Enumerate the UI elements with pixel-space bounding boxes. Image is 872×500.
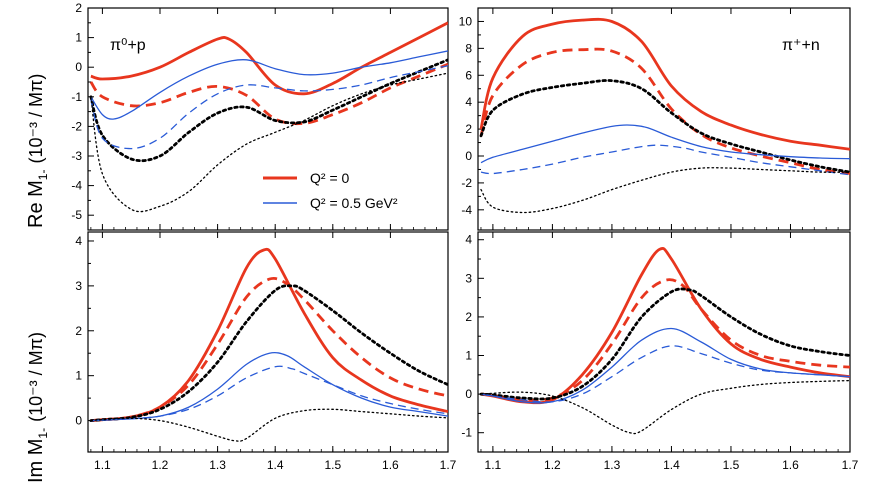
- series-im-pipn-2: [479, 287, 850, 401]
- y-tick-label: -2: [71, 119, 82, 133]
- y-tick-label: 10: [459, 14, 473, 28]
- y-tick-label: 2: [465, 310, 472, 324]
- series-re-pipn-2: [479, 79, 850, 174]
- row-label-re: Re M1-(10⁻³ / Mπ): [25, 74, 50, 228]
- legend-label-q0: Q² = 0: [310, 170, 350, 186]
- y-tick-label: -2: [461, 176, 472, 190]
- x-tick-label: 1.3: [209, 458, 226, 472]
- panel-re-pipn: -4 -2 0 2 4 6 8 10 π⁺+n: [459, 7, 851, 231]
- series-im-pipn-1: [480, 278, 850, 402]
- series-im-pipn-3: [480, 327, 850, 404]
- x-tick-label: 1.6: [382, 458, 399, 472]
- x-tick-label: 1.6: [782, 458, 799, 472]
- y-tick-label: 3: [75, 279, 82, 293]
- y-tick-label: -3: [71, 149, 82, 163]
- y-tick-label: 8: [465, 41, 472, 55]
- y-tick-label: 4: [465, 233, 472, 247]
- x-tick-label: 1.2: [152, 458, 169, 472]
- y-tick-label: -1: [461, 426, 472, 440]
- series-im-pi0p-3: [90, 351, 448, 422]
- y-tick-label: 2: [75, 324, 82, 338]
- x-tick-label: 1.2: [544, 458, 561, 472]
- series-im-pi0p-0: [90, 247, 448, 422]
- y-tick-label: 6: [465, 68, 472, 82]
- y-tick-label: 2: [465, 122, 472, 136]
- reaction-label-re-pi0p: π⁰+p: [110, 37, 146, 54]
- panel-re-pi0p: -5 -4 -3 -2 -1 0 1 2 π⁰+p: [71, 1, 449, 231]
- x-tick-label: 1.7: [842, 458, 859, 472]
- series-re-pi0p-2: [89, 58, 448, 163]
- series-re-pi0p-1: [89, 62, 448, 126]
- series-re-pi0p-0: [90, 21, 448, 96]
- reaction-label-re-pipn: π⁺+n: [782, 37, 820, 54]
- plot-frame: [87, 7, 449, 231]
- series-re-pipn-5: [480, 167, 850, 214]
- series-re-pipn-0: [479, 17, 850, 151]
- series-im-pi0p-2: [89, 284, 448, 422]
- plot-frame: [87, 231, 449, 453]
- y-tick-label: 3: [465, 271, 472, 285]
- y-tick-label: 2: [75, 1, 82, 15]
- curves-im-pi0p: [89, 247, 448, 442]
- series-im-pipn-4: [480, 345, 850, 403]
- y-tick-label: -1: [71, 90, 82, 104]
- x-tick-label: 1.3: [604, 458, 621, 472]
- series-im-pipn-5: [480, 379, 850, 435]
- y-tick-label: 0: [75, 414, 82, 428]
- y-tick-label: 1: [465, 349, 472, 363]
- curves-im-pipn: [479, 247, 850, 435]
- curves-re-pipn: [479, 17, 850, 214]
- series-im-pi0p-1: [90, 277, 448, 422]
- legend-label-q05: Q² = 0.5 GeV²: [310, 195, 398, 211]
- y-tick-label: 1: [75, 369, 82, 383]
- panels: -5-4-3-2-1012π⁰+p-4-20246810π⁺+n012341.1…: [71, 1, 858, 472]
- x-tick-label: 1.1: [94, 458, 111, 472]
- series-re-pi0p-5: [90, 72, 448, 213]
- series-im-pi0p-5: [90, 408, 448, 442]
- x-tick-label: 1.5: [723, 458, 740, 472]
- y-tick-label: -4: [461, 203, 472, 217]
- plot-frame: [477, 7, 851, 231]
- y-tick-label: -4: [71, 179, 82, 193]
- y-tick-label: 1: [75, 31, 82, 45]
- series-re-pi0p-3: [90, 50, 448, 120]
- y-tick-label: 4: [75, 234, 82, 248]
- panel-im-pi0p: 0 1 2 3 4 1.1 1.2 1.3 1.4 1.5 1.6 1.7: [75, 231, 457, 472]
- x-tick-label: 1.4: [663, 458, 680, 472]
- y-tick-label: 0: [465, 149, 472, 163]
- plot-frame: [477, 231, 851, 453]
- x-tick-label: 1.7: [440, 458, 457, 472]
- series-re-pipn-1: [479, 47, 850, 175]
- y-tick-label: 0: [75, 60, 82, 74]
- series-im-pipn-0: [480, 247, 850, 405]
- x-tick-label: 1.5: [324, 458, 341, 472]
- row-label-im: Im M1-(10⁻³ / Mπ): [25, 332, 50, 483]
- panel-im-pipn: -1 0 1 2 3 4 1.1 1.2 1.3 1.4 1.5 1.6 1.7: [461, 231, 859, 472]
- x-tick-label: 1.4: [267, 458, 284, 472]
- y-tick-label: 0: [465, 387, 472, 401]
- curves-re-pi0p: [89, 21, 448, 213]
- y-tick-label: -5: [71, 208, 82, 222]
- series-re-pipn-3: [480, 124, 850, 164]
- y-tick-label: 4: [465, 95, 472, 109]
- x-tick-label: 1.1: [485, 458, 502, 472]
- legend: Q² = 0 Q² = 0.5 GeV²: [263, 170, 398, 211]
- series-im-pi0p-4: [90, 365, 448, 422]
- series-re-pipn-4: [480, 144, 850, 176]
